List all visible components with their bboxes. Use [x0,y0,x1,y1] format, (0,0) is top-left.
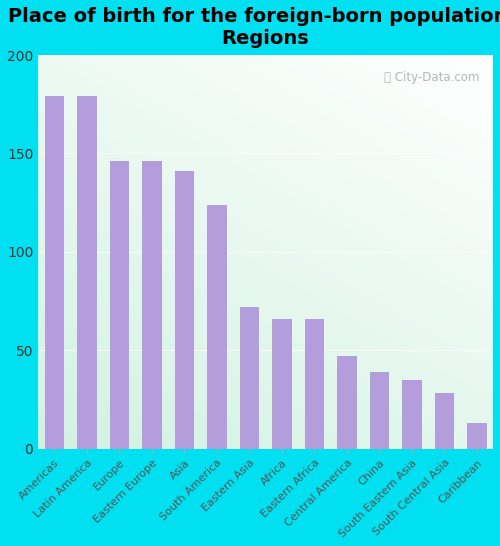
Bar [77,97,96,448]
Bar [110,161,129,448]
Bar [467,423,486,448]
Bar [272,319,291,448]
Text: ⓘ City-Data.com: ⓘ City-Data.com [384,71,480,84]
Bar [370,372,389,448]
Bar [207,205,227,448]
Bar [402,379,421,448]
Bar [304,319,324,448]
Bar [44,97,64,448]
Title: Place of birth for the foreign-born population -
Regions: Place of birth for the foreign-born popu… [8,7,500,48]
Bar [142,161,162,448]
Bar [434,394,454,448]
Bar [240,307,259,448]
Bar [174,171,194,448]
Bar [337,356,356,448]
